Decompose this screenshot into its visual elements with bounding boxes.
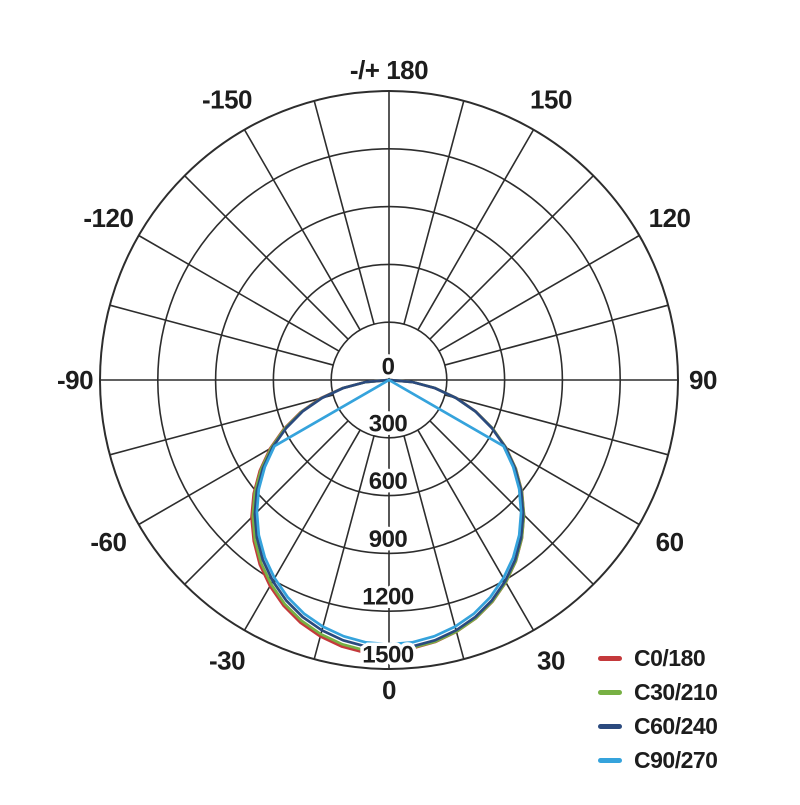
grid-spoke: [429, 420, 594, 585]
legend-label-c0-180: C0/180: [634, 644, 706, 671]
legend: C0/180 C30/210 C60/240 C90/270: [598, 646, 718, 773]
legend-item-c60-240: C60/240: [598, 712, 718, 739]
grid-spoke: [184, 420, 349, 585]
legend-item-c90-270: C90/270: [598, 746, 718, 773]
angle-label-150: 150: [530, 84, 572, 114]
legend-swatch-c0-180: [598, 655, 622, 661]
radial-label-600: 600: [369, 468, 408, 495]
grid-spoke: [109, 394, 334, 456]
grid-spoke: [429, 175, 594, 340]
radial-label-1500: 1500: [362, 642, 414, 669]
legend-item-c30-210: C30/210: [598, 678, 718, 705]
legend-label-c30-210: C30/210: [634, 678, 718, 705]
grid-spoke: [243, 429, 361, 631]
legend-label-c90-270: C90/270: [634, 746, 718, 773]
radial-label-0: 0: [382, 354, 395, 381]
grid-spoke: [444, 304, 669, 366]
grid-spoke: [313, 435, 375, 660]
angle-label--30: -30: [209, 646, 245, 676]
angle-label-30: 30: [537, 646, 565, 676]
grid-spoke: [313, 100, 375, 325]
legend-swatch-c60-240: [598, 723, 622, 729]
grid-spoke: [438, 234, 640, 352]
series-curve-C90-270: [255, 378, 523, 646]
grid-spoke: [184, 175, 349, 340]
angle-label-180: -/+ 180: [350, 55, 428, 85]
angle-label--90: -90: [57, 365, 93, 395]
grid-spoke: [243, 129, 361, 331]
legend-item-c0-180: C0/180: [598, 646, 717, 670]
grid-spoke: [417, 129, 535, 331]
angle-label-0: 0: [382, 675, 396, 705]
legend-label-c60-240: C60/240: [634, 712, 718, 739]
radial-label-900: 900: [369, 526, 408, 553]
angle-label--120: -120: [83, 203, 133, 233]
grid-spoke: [444, 394, 669, 456]
grid-spoke: [138, 234, 340, 352]
grid-spoke: [403, 435, 465, 660]
angle-label--60: -60: [90, 527, 126, 557]
radial-label-1200: 1200: [362, 584, 414, 611]
grid-spoke: [403, 100, 465, 325]
angle-label--150: -150: [202, 84, 252, 114]
radial-label-300: 300: [369, 410, 408, 437]
angle-label-60: 60: [656, 527, 684, 557]
grid-spoke: [109, 304, 334, 366]
angle-label-90: 90: [689, 365, 717, 395]
legend-swatch-c30-210: [598, 689, 622, 695]
legend-swatch-c90-270: [598, 757, 622, 763]
grid-spoke: [417, 429, 535, 631]
angle-label-120: 120: [649, 203, 691, 233]
